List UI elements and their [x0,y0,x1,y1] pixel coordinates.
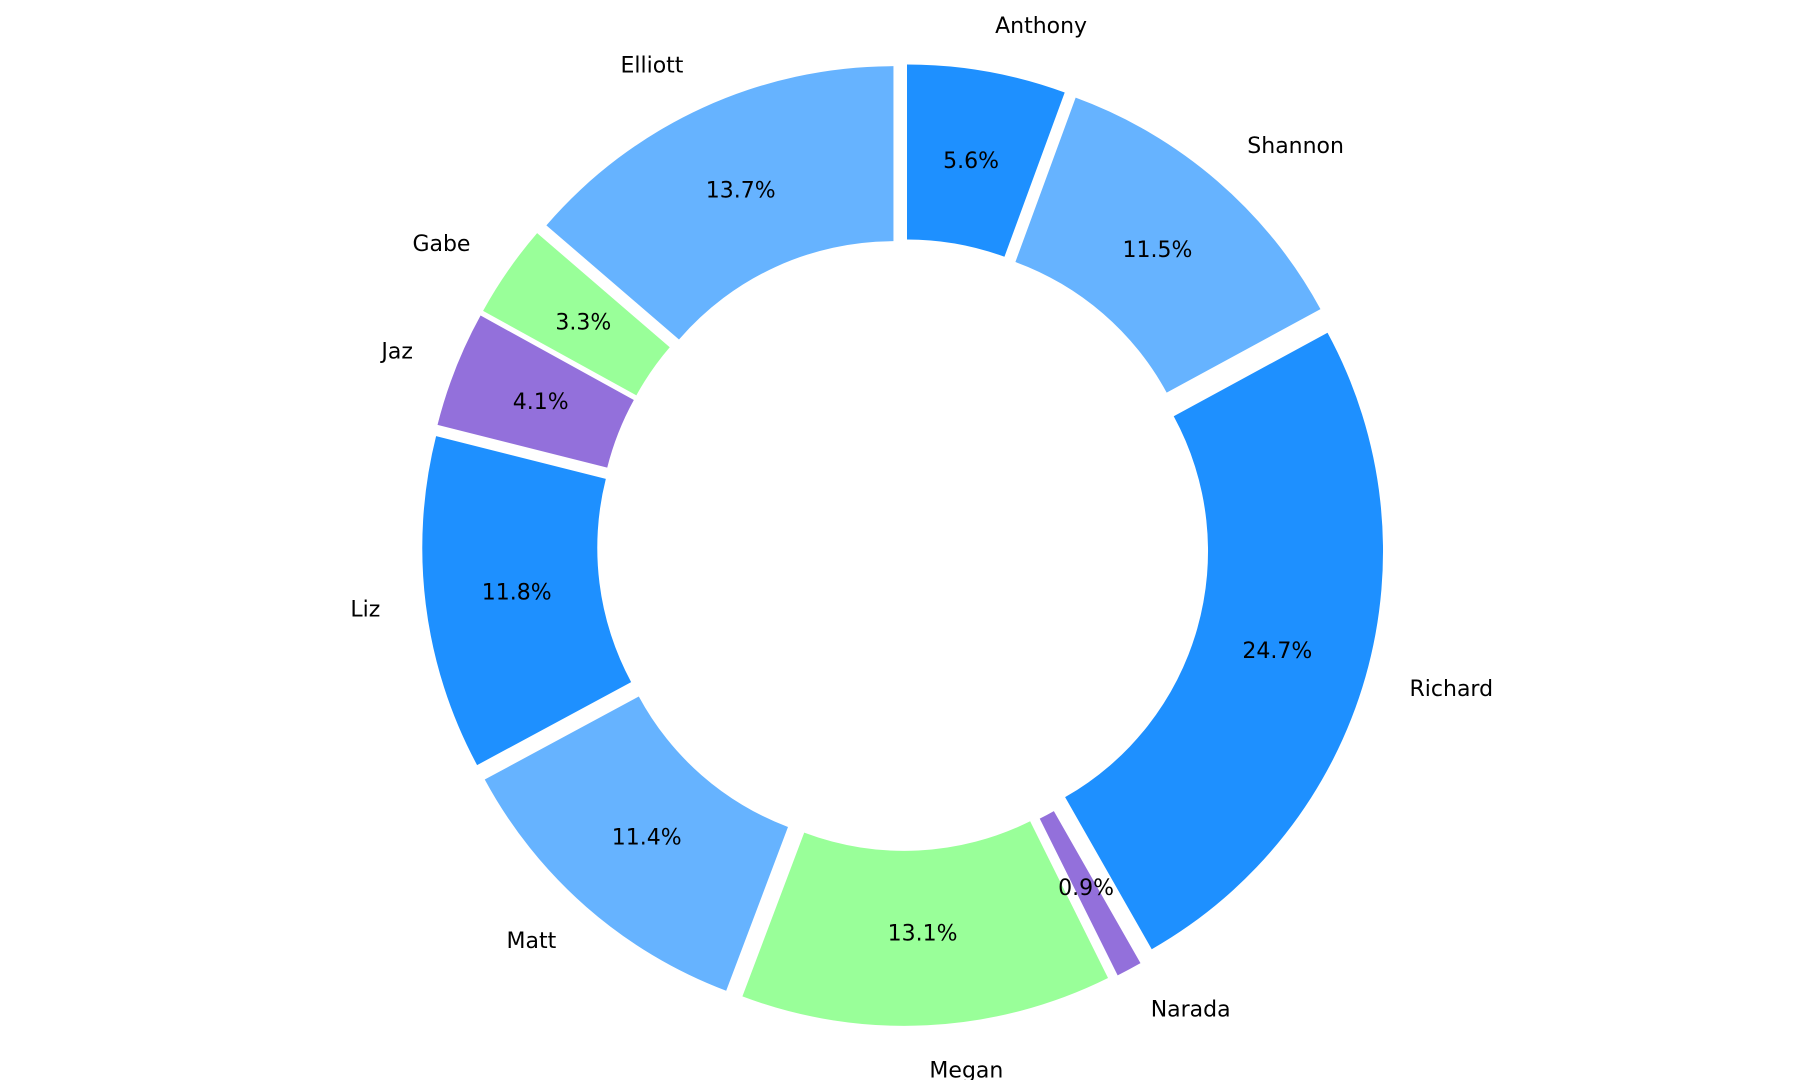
pct-label-anthony: 5.6% [943,149,999,174]
pct-label-shannon: 11.5% [1123,238,1193,263]
pct-label-elliott: 13.7% [706,179,776,204]
slice-elliott [546,66,894,340]
slice-gabe [483,233,670,396]
category-label-liz: Liz [350,598,380,623]
pct-label-liz: 11.8% [482,581,552,606]
pct-label-narada: 0.9% [1058,876,1114,901]
category-label-narada: Narada [1151,997,1231,1022]
pct-label-megan: 13.1% [888,921,958,946]
slice-liz [422,436,632,766]
category-label-elliott: Elliott [620,54,683,79]
pct-label-jaz: 4.1% [513,390,569,415]
slice-anthony [907,64,1065,257]
slice-richard [1065,332,1384,950]
pct-label-matt: 11.4% [612,826,682,851]
labels-group: 5.6% Anthony 11.5% Shannon 24.7% Richard 0.9% N… [350,14,1493,1080]
category-label-richard: Richard [1410,677,1494,702]
category-label-anthony: Anthony [995,14,1087,39]
slice-jaz [437,315,634,468]
slices-group [422,64,1384,1026]
category-label-megan: Megan [929,1059,1003,1080]
slice-matt [484,696,788,991]
slice-megan [742,821,1109,1026]
category-label-gabe: Gabe [412,232,470,257]
pct-label-gabe: 3.3% [555,310,611,335]
pct-label-richard: 24.7% [1242,639,1312,664]
category-label-jaz: Jaz [379,340,413,365]
slice-shannon [1015,97,1321,393]
category-label-matt: Matt [506,929,556,954]
category-label-shannon: Shannon [1247,134,1344,159]
slice-narada [1039,811,1141,976]
